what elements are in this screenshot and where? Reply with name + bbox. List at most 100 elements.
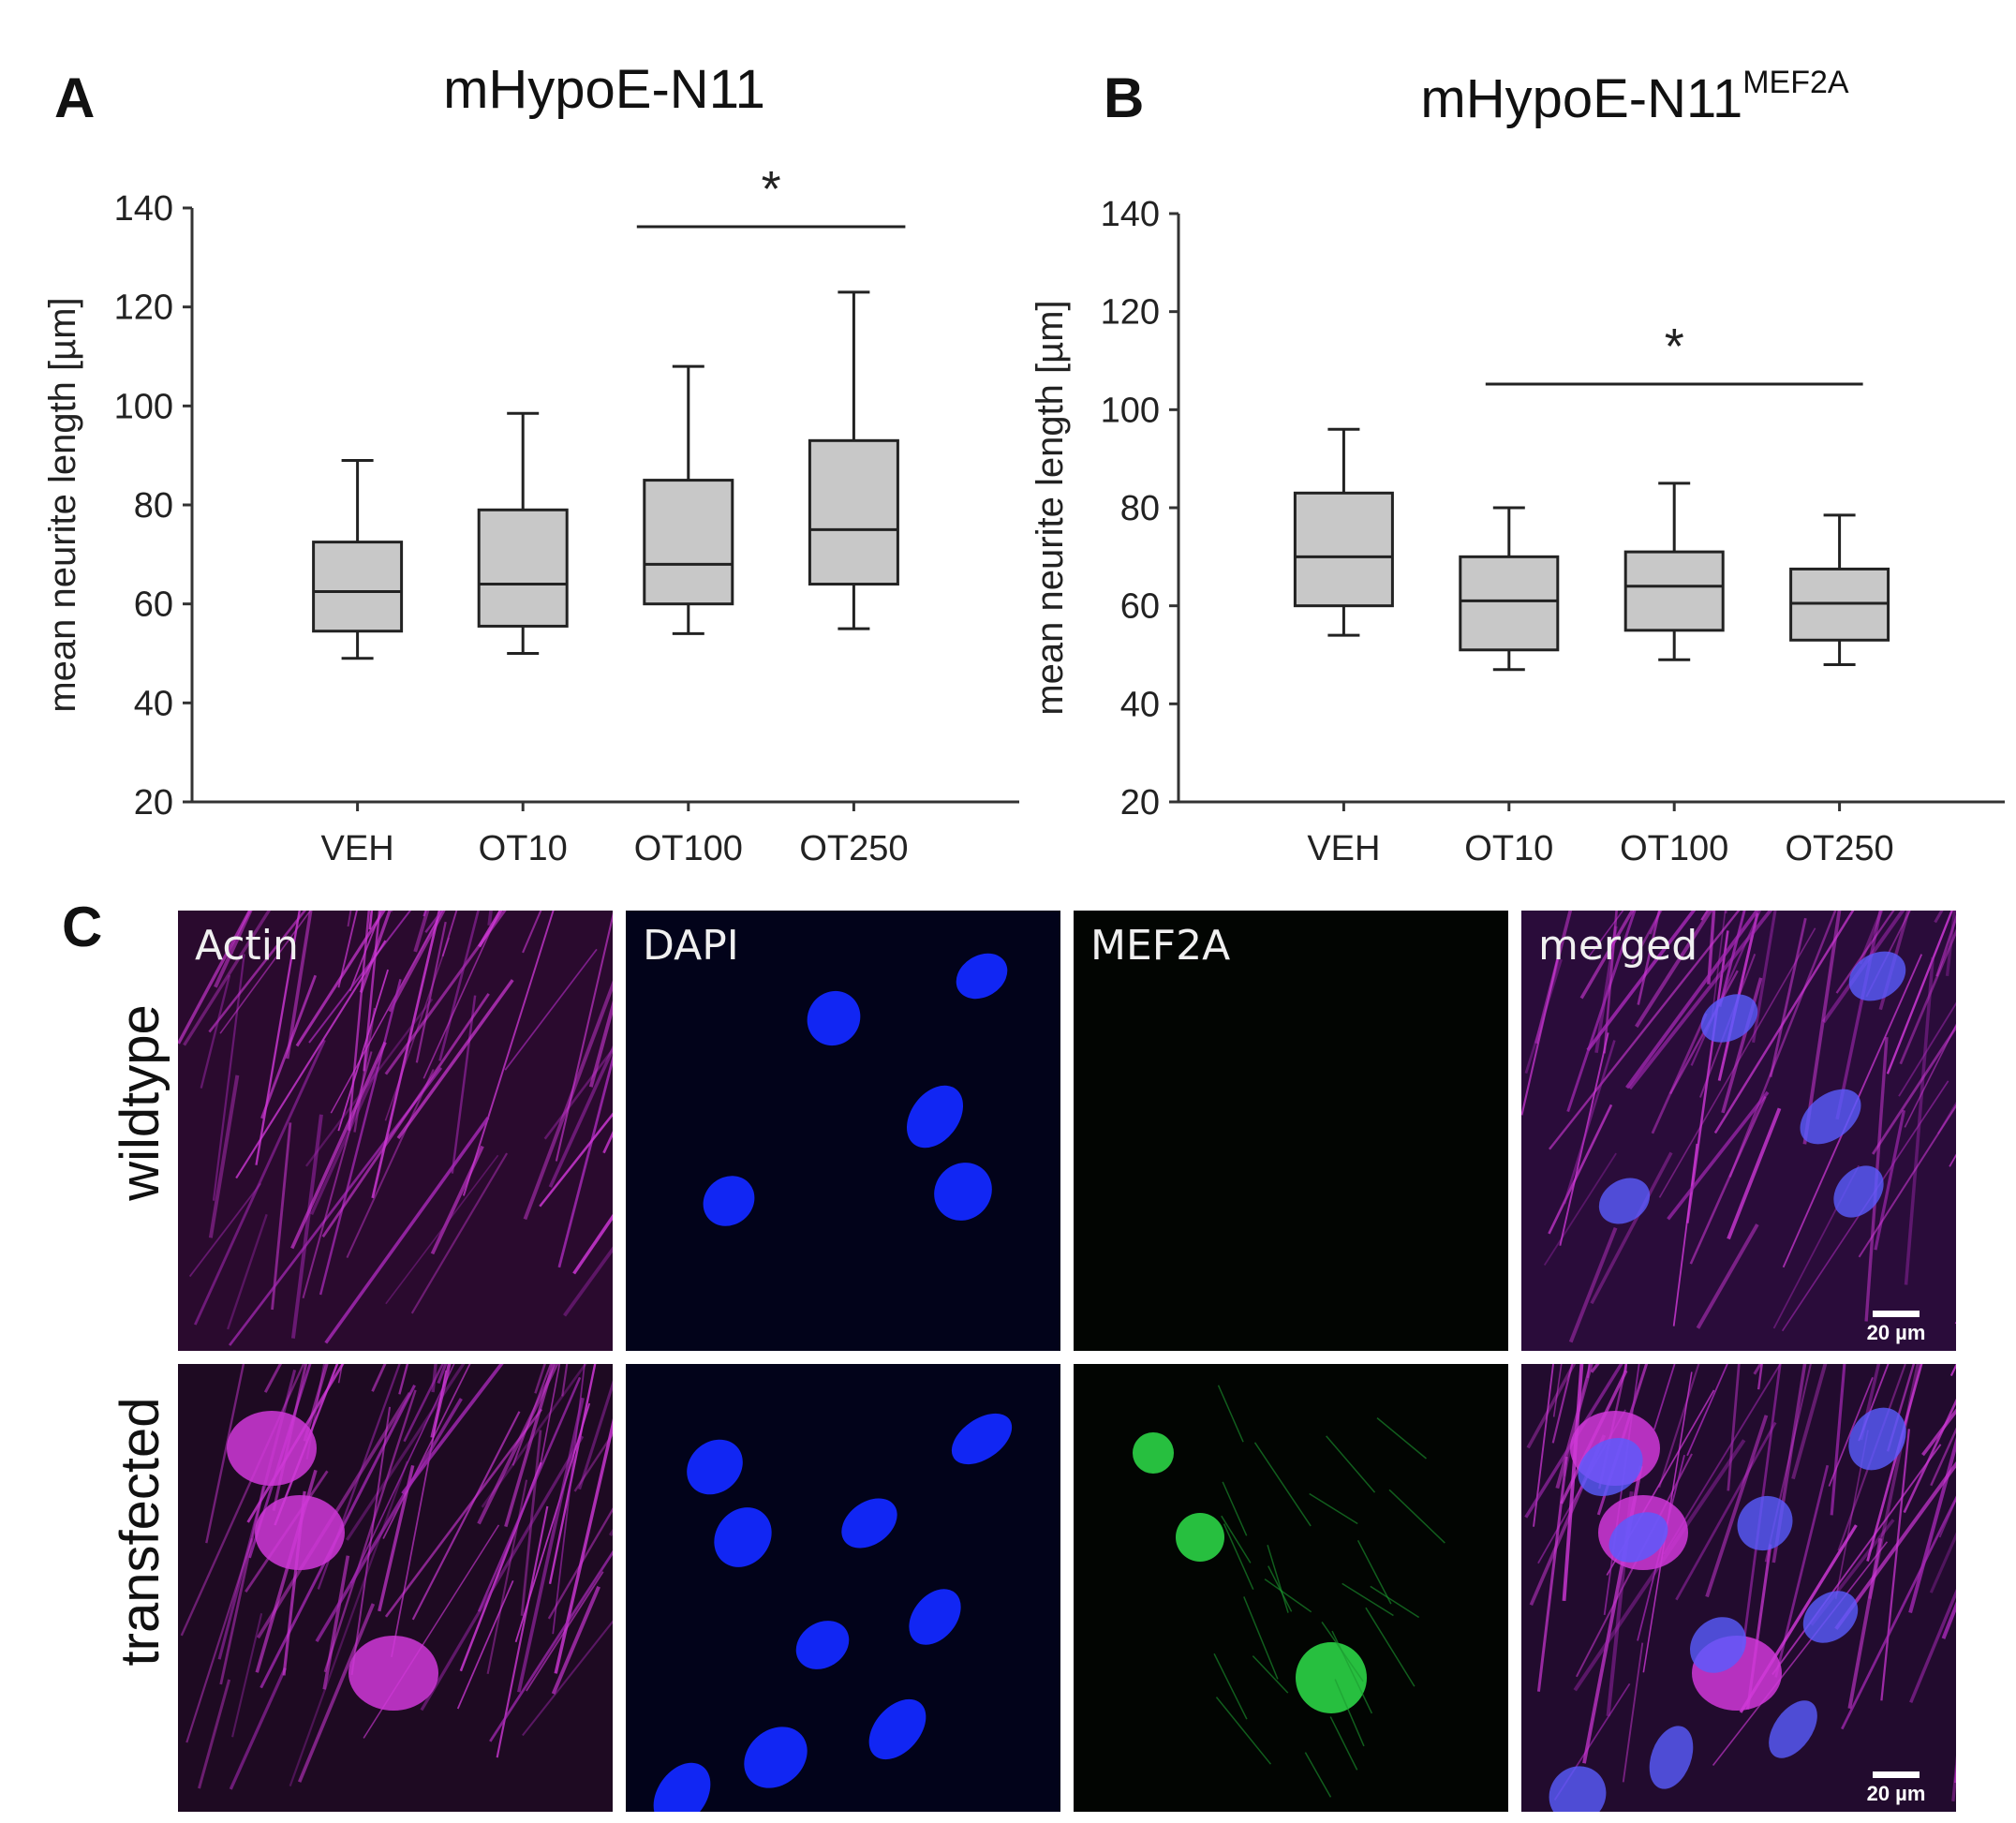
actin-fiber (178, 911, 252, 1045)
actin-fiber (219, 1485, 265, 1685)
actin-fiber (548, 1045, 613, 1188)
actin-fiber (1771, 1444, 1942, 1676)
actin-fiber (384, 1408, 543, 1618)
actin-fiber (489, 1549, 613, 1742)
mef2a-fiber (1223, 1523, 1254, 1591)
iqr-box (477, 508, 569, 628)
nucleus (687, 1439, 743, 1495)
mef2a-fiber (1321, 1622, 1364, 1682)
actin-fiber (188, 1182, 261, 1278)
actin-fiber (552, 1364, 586, 1635)
y-tick-label: 20 (134, 783, 173, 823)
actin-fiber (348, 911, 383, 992)
x-tick-label: OT10 (1464, 829, 1553, 868)
micrograph-image (178, 911, 613, 1346)
actin-fiber (1898, 1001, 1956, 1097)
actin-fiber (1563, 1040, 1616, 1205)
x-tick-label: VEH (321, 829, 394, 868)
actin-fiber (554, 1418, 613, 1674)
actin-fiber (214, 911, 253, 988)
actin-fiber (514, 1402, 591, 1643)
actin-fiber (1625, 911, 1759, 1089)
actin-fiber (330, 911, 443, 1114)
actin-fiber (401, 1364, 504, 1495)
actin-fiber (573, 1431, 613, 1492)
x-tick-label: VEH (1307, 829, 1380, 868)
actin-fiber (323, 1389, 417, 1673)
iqr-box (1293, 491, 1394, 608)
nucleus (868, 1698, 926, 1760)
actin-fiber (200, 974, 231, 1089)
significance-star: * (762, 161, 781, 217)
actin-fiber (1686, 1364, 1728, 1457)
micrograph-image (703, 953, 1008, 1226)
actin-fiber (438, 911, 480, 1061)
actin-fiber (1828, 1376, 1874, 1487)
nucleus (1598, 1178, 1651, 1224)
actin-fiber (1727, 1364, 1741, 1491)
actin-fiber (319, 979, 402, 1296)
actin-fiber (183, 911, 272, 1046)
actin-fiber (180, 1364, 305, 1637)
iqr-box (643, 479, 734, 606)
microscopy-panel: wildtype transfected Actin DAPI MEF2A merge… (0, 899, 2016, 1823)
mef2a-fiber (1222, 1481, 1248, 1536)
actin-fiber (1534, 911, 1573, 1045)
actin-fiber (1524, 1364, 1623, 1519)
actin-fiber (1929, 1532, 1956, 1593)
actin-fiber (198, 1679, 231, 1789)
micro-transfected-mef2a (1074, 1364, 1508, 1812)
micrograph-image (180, 1364, 613, 1790)
nucleus (1769, 1700, 1817, 1758)
row-label-transfected: transfected (110, 1397, 170, 1667)
mef2a-fiber (1388, 1489, 1445, 1544)
actin-fiber (1651, 1013, 1708, 1134)
mef2a-fiber (1329, 1716, 1358, 1771)
actin-fiber (1653, 1364, 1676, 1430)
actin-fiber (422, 911, 501, 1079)
scale-bar: 20 µm (1849, 1311, 1943, 1345)
box-ot250 (1789, 513, 1890, 666)
panel-letter-a: A (54, 67, 96, 129)
mef2a-fiber (1331, 1630, 1373, 1714)
nucleus (795, 1621, 850, 1669)
actin-fiber (1769, 917, 1807, 1077)
actin-fiber (543, 1047, 613, 1140)
actin-fiber (1622, 1642, 1644, 1783)
iqr-box (312, 541, 404, 633)
actin-fiber (1872, 1025, 1956, 1155)
actin-fiber (337, 969, 389, 1132)
mef2a-fiber (1342, 1582, 1394, 1617)
nucleus (951, 1413, 1013, 1465)
actin-fiber (1658, 1364, 1700, 1489)
actin-fiber (348, 911, 370, 1131)
actin-fiber (1689, 1096, 1767, 1265)
scale-bar-label: 20 µm (1866, 1782, 1926, 1805)
actin-fiber (1551, 1364, 1574, 1444)
y-tick-label: 120 (1101, 293, 1160, 333)
nucleus (1690, 1617, 1746, 1673)
actin-fiber (194, 1039, 326, 1326)
panel-letter-b: B (1104, 67, 1145, 129)
nucleus (909, 1589, 961, 1645)
nucleus (1833, 1165, 1884, 1218)
actin-fiber (384, 937, 451, 1121)
actin-fiber (1590, 1151, 1673, 1305)
mef2a-fiber (1243, 1596, 1279, 1680)
nucleus (703, 1176, 755, 1226)
scale-bar-label: 20 µm (1866, 1321, 1926, 1344)
actin-fiber (385, 1154, 499, 1305)
panel-letter-c: C (62, 896, 103, 958)
actin-fiber (486, 1479, 528, 1675)
actin-fiber (1579, 911, 1635, 1000)
micrograph-image (1524, 1364, 1956, 1812)
actin-fiber (411, 1411, 521, 1621)
actin-fiber (539, 1364, 561, 1469)
actin-fiber (229, 1667, 287, 1790)
actin-fiber (1874, 1109, 1906, 1251)
nucleus (906, 1085, 964, 1149)
mef2a-fiber (1264, 1578, 1312, 1613)
actin-fiber (1559, 1032, 1609, 1246)
actin-fiber (205, 1364, 245, 1544)
y-tick-label: 40 (1120, 685, 1160, 724)
